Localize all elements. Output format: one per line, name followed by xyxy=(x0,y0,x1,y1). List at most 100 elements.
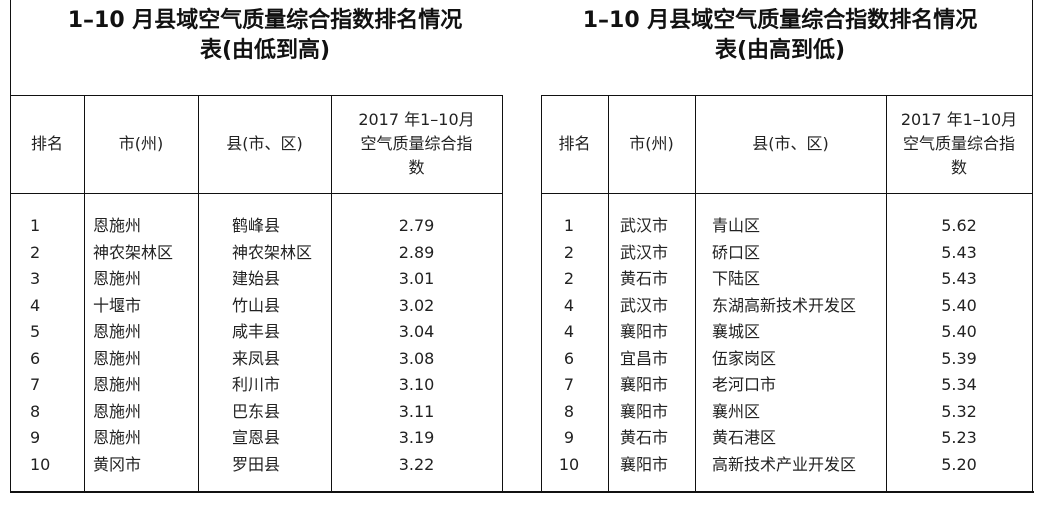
right-header-county: 县(市、区) xyxy=(752,134,829,153)
cell-city: 襄阳市 xyxy=(620,322,669,341)
cell-city: 武汉市 xyxy=(620,295,669,315)
cell-county: 高新技术产业开发区 xyxy=(712,454,857,474)
cell-county: 罗田县 xyxy=(232,454,281,474)
left-header-county-cell: 县(市、区) xyxy=(198,95,331,193)
cell-rank: 10 xyxy=(30,454,51,474)
left-header-index-cell: 2017 年1–10月空气质量综合指数 xyxy=(331,95,502,193)
cell-index: 5.43 xyxy=(941,269,977,288)
cell-rank: 5 xyxy=(30,322,41,341)
right-table-column-line xyxy=(541,95,542,492)
cell-city: 黄石市 xyxy=(620,269,669,288)
cell-index: 3.02 xyxy=(398,295,435,315)
cell-rank: 1 xyxy=(563,216,575,235)
right-header-city: 市(州) xyxy=(629,134,674,153)
cell-rank: 2 xyxy=(563,269,575,288)
cell-county: 黄石港区 xyxy=(712,428,777,447)
right-title-line2: 表(由高到低) xyxy=(714,38,846,63)
cell-county: 巴东县 xyxy=(232,401,281,421)
right-header-city-cell: 市(州) xyxy=(608,95,695,193)
cell-rank: 8 xyxy=(563,401,575,421)
cell-city: 武汉市 xyxy=(620,242,669,262)
cell-county: 神农架林区 xyxy=(232,242,313,262)
cell-city: 襄阳市 xyxy=(620,375,669,394)
right-header-rank-cell: 排名 xyxy=(541,95,608,193)
bottom-border xyxy=(10,491,1034,493)
cell-city: 黄冈市 xyxy=(93,454,142,474)
right-header-county-cell: 县(市、区) xyxy=(695,95,886,193)
left-table-column-line xyxy=(198,95,199,492)
left-table-column-line xyxy=(10,95,11,492)
cell-rank: 7 xyxy=(563,375,575,394)
cell-index: 3.04 xyxy=(398,322,435,341)
cell-city: 恩施州 xyxy=(93,375,142,394)
left-header-city-cell: 市(州) xyxy=(84,95,198,193)
cell-county: 建始县 xyxy=(232,269,281,288)
cell-rank: 6 xyxy=(30,348,41,368)
cell-index: 3.22 xyxy=(398,454,435,474)
left-table-column-line xyxy=(84,95,85,492)
cell-county: 老河口市 xyxy=(712,375,777,394)
right-table-header-bottom-line xyxy=(541,193,1032,194)
cell-city: 恩施州 xyxy=(93,322,142,341)
cell-index: 5.62 xyxy=(941,216,977,235)
right-table-column-line xyxy=(608,95,609,492)
cell-rank: 8 xyxy=(30,401,41,421)
cell-city: 黄石市 xyxy=(620,428,669,447)
cell-index: 3.10 xyxy=(398,375,435,394)
cell-rank: 10 xyxy=(558,454,580,474)
cell-city: 襄阳市 xyxy=(620,401,669,421)
cell-county: 鹤峰县 xyxy=(232,216,281,235)
cell-city: 恩施州 xyxy=(93,348,142,368)
cell-county: 利川市 xyxy=(232,375,281,394)
left-table-title: 1–10 月县域空气质量综合指数排名情况 表(由低到高) xyxy=(10,6,520,66)
cell-county: 襄城区 xyxy=(712,322,761,341)
cell-county: 伍家岗区 xyxy=(712,348,777,368)
cell-city: 武汉市 xyxy=(620,216,669,235)
cell-rank: 2 xyxy=(30,242,41,262)
cell-rank: 4 xyxy=(563,322,575,341)
cell-rank: 9 xyxy=(563,428,575,447)
cell-rank: 1 xyxy=(30,216,41,235)
right-table-column-line xyxy=(886,95,887,492)
cell-county: 宣恩县 xyxy=(232,428,281,447)
cell-index: 3.08 xyxy=(398,348,435,368)
cell-index: 5.40 xyxy=(941,295,977,315)
right-header-index-cell: 2017 年1–10月空气质量综合指数 xyxy=(886,95,1032,193)
cell-city: 宜昌市 xyxy=(620,348,669,368)
cell-rank: 9 xyxy=(30,428,41,447)
right-header-index: 2017 年1–10月空气质量综合指数 xyxy=(900,110,1018,177)
left-header-rank-cell: 排名 xyxy=(10,95,84,193)
cell-index: 3.11 xyxy=(398,401,435,421)
cell-index: 5.34 xyxy=(941,375,977,394)
left-header-index: 2017 年1–10月空气质量综合指数 xyxy=(358,110,475,177)
cell-rank: 2 xyxy=(563,242,575,262)
cell-county: 硚口区 xyxy=(712,242,761,262)
left-table-top-line xyxy=(10,95,502,96)
right-table-column-line xyxy=(1032,95,1033,492)
cell-rank: 4 xyxy=(563,295,575,315)
cell-county: 青山区 xyxy=(712,216,761,235)
cell-city: 十堰市 xyxy=(93,295,142,315)
cell-county: 下陆区 xyxy=(712,269,761,288)
cell-city: 恩施州 xyxy=(93,428,142,447)
cell-city: 襄阳市 xyxy=(620,454,669,474)
cell-county: 来凤县 xyxy=(232,348,281,368)
cell-county: 竹山县 xyxy=(232,295,281,315)
cell-index: 5.39 xyxy=(941,348,977,368)
cell-rank: 6 xyxy=(563,348,575,368)
cell-city: 恩施州 xyxy=(93,401,142,421)
cell-index: 5.20 xyxy=(941,454,977,474)
cell-rank: 7 xyxy=(30,375,41,394)
cell-county: 咸丰县 xyxy=(232,322,281,341)
cell-index: 5.32 xyxy=(941,401,977,421)
cell-index: 3.19 xyxy=(398,428,435,447)
right-title-line1: 1–10 月县域空气质量综合指数排名情况 xyxy=(582,8,978,33)
left-table-column-line xyxy=(502,95,503,492)
cell-county: 东湖高新技术开发区 xyxy=(712,295,857,315)
left-header-county: 县(市、区) xyxy=(226,134,303,153)
left-title-line2: 表(由低到高) xyxy=(199,38,331,63)
right-table-column-line xyxy=(695,95,696,492)
cell-city: 恩施州 xyxy=(93,269,142,288)
left-header-rank: 排名 xyxy=(30,134,63,153)
cell-city: 神农架林区 xyxy=(93,242,174,262)
